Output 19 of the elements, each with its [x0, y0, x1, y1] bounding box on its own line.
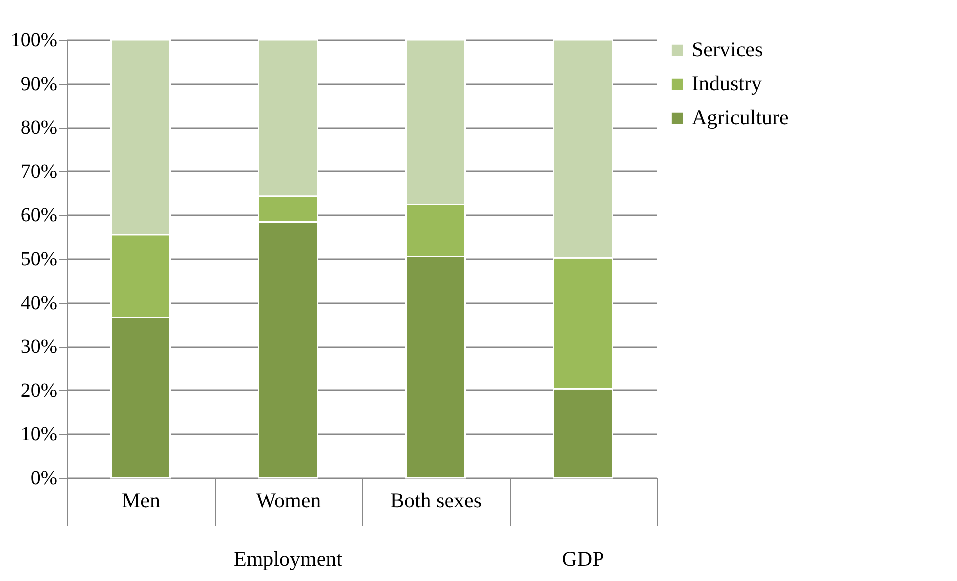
y-tick-label: 40%: [20, 292, 58, 314]
y-tick-label: 10%: [20, 424, 58, 446]
text: Employment: [234, 547, 343, 571]
y-tick-label: 0%: [30, 468, 58, 490]
x-tick-label: Both sexes: [390, 488, 482, 512]
y-tick-label: 50%: [20, 248, 58, 270]
legend-label: Services: [692, 38, 764, 62]
y-tick-label: 100%: [10, 30, 58, 52]
y-tick-label: 80%: [20, 117, 58, 140]
legend-label: Industry: [692, 72, 762, 96]
x-tick-label: Women: [256, 488, 322, 512]
y-tick-label: 20%: [20, 380, 58, 402]
y-tick-label: 90%: [20, 73, 58, 96]
x-tick-label: Men: [122, 488, 161, 512]
legend-label: Agriculture: [692, 106, 789, 130]
y-tick-label: 30%: [20, 336, 58, 358]
text: GDP: [562, 547, 604, 571]
y-tick-label: 60%: [20, 204, 58, 227]
y-tick-label: 70%: [20, 160, 58, 183]
